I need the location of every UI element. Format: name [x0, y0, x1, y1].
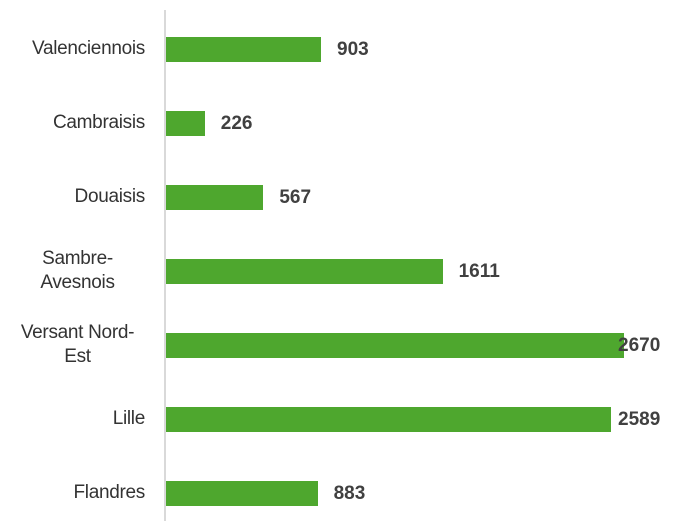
- category-label: Douaisis: [0, 167, 146, 227]
- category-text: Versant Nord-Est: [20, 322, 135, 367]
- category-axis: [164, 10, 166, 521]
- value-label: 903: [337, 38, 369, 60]
- category-text: Cambraisis: [52, 112, 145, 133]
- value-label: 883: [333, 482, 366, 504]
- category-label: Flandres: [0, 463, 145, 521]
- bar: [166, 36, 322, 62]
- bar: [166, 184, 264, 210]
- bar: [166, 480, 318, 506]
- category-label: Valenciennois: [0, 19, 145, 79]
- category-text: Sambre-Avesnois: [40, 248, 115, 293]
- category-label: Lille: [0, 389, 146, 449]
- value-label: 226: [220, 112, 253, 134]
- value-label: 1611: [458, 260, 500, 282]
- category-label: Cambraisis: [0, 93, 145, 153]
- category-label: Versant Nord-Est: [0, 315, 145, 375]
- bar: [166, 406, 611, 432]
- category-text: Flandres: [73, 482, 145, 503]
- bar: [166, 332, 625, 358]
- value-label: 567: [279, 186, 312, 208]
- bar: [166, 258, 443, 284]
- category-text: Douaisis: [74, 186, 146, 207]
- bar: [166, 110, 205, 136]
- category-label: Sambre-Avesnois: [0, 241, 145, 301]
- category-text: Lille: [112, 408, 146, 429]
- value-label: 2670: [618, 334, 661, 356]
- category-text: Valenciennois: [32, 38, 145, 59]
- value-label: 2589: [618, 408, 661, 430]
